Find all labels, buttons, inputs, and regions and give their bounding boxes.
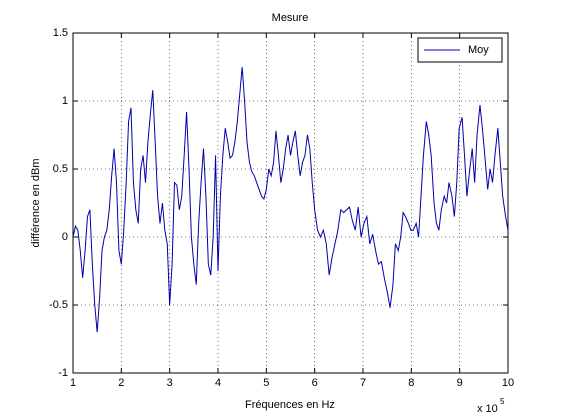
x-exponent: 5 [500, 397, 505, 406]
y-tick-label: -1 [58, 367, 68, 379]
y-tick-label: 0 [62, 231, 68, 243]
x-tick-label: 3 [167, 377, 173, 389]
legend-label: Moy [468, 44, 489, 56]
y-tick-label: 1.5 [53, 27, 68, 39]
chart-title: Mesure [272, 12, 309, 24]
x-tick-label: 7 [360, 377, 366, 389]
x-tick-label: 9 [457, 377, 463, 389]
y-tick-label: -0.5 [49, 299, 68, 311]
x-tick-label: 2 [118, 377, 124, 389]
y-tick-label: 0.5 [53, 163, 68, 175]
data-line [72, 66, 509, 333]
plot-frame [72, 32, 509, 374]
y-axis-label: différence en dBm [30, 158, 42, 247]
x-tick-label: 8 [408, 377, 414, 389]
x-tick-label: 1 [70, 377, 76, 389]
x-tick-label: 6 [312, 377, 318, 389]
x-tick-label: 5 [263, 377, 269, 389]
x-exponent-base: x 10 [477, 403, 498, 415]
x-axis-label: Fréquences en Hz [245, 399, 335, 411]
y-tick-label: 1 [62, 95, 68, 107]
x-tick-label: 10 [502, 377, 514, 389]
x-tick-label: 4 [215, 377, 221, 389]
